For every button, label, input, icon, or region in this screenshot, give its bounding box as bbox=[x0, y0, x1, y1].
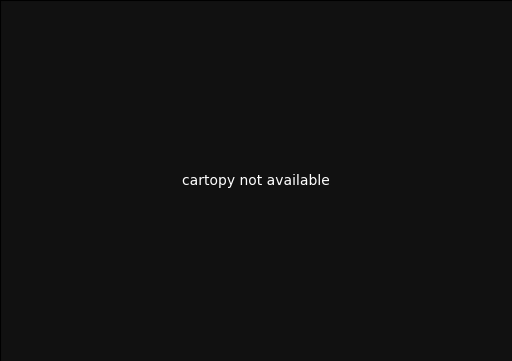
Text: cartopy not available: cartopy not available bbox=[182, 174, 330, 187]
